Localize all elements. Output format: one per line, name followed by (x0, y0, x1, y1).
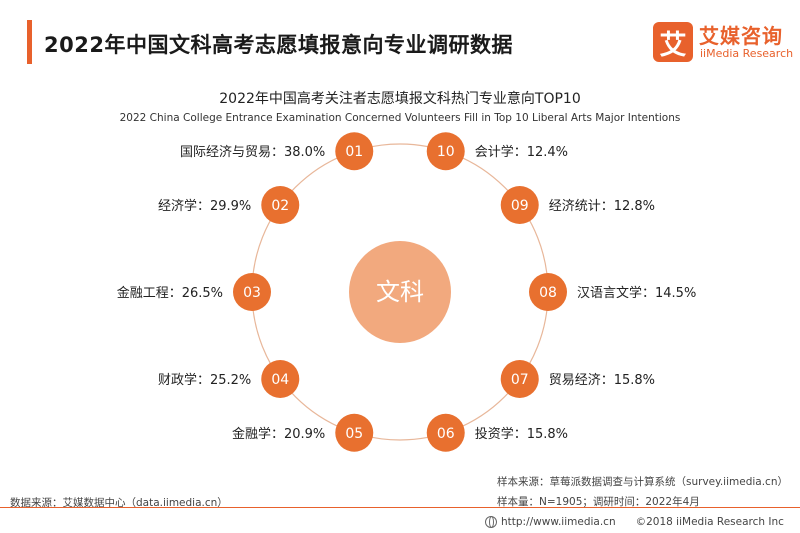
copyright: ©2018 iiMedia Research Inc (635, 516, 784, 528)
rank-number-07: 07 (511, 372, 529, 388)
data-source: 数据来源：艾媒数据中心（data.iimedia.cn） (10, 497, 228, 509)
center-label: 文科 (376, 278, 424, 306)
rank-label-09: 经济统计：12.8% (549, 199, 655, 214)
chart-title: 2022年中国高考关注者志愿填报文科热门专业意向TOP10 (219, 91, 581, 107)
rank-node-03 (233, 273, 271, 311)
rank-number-10: 10 (437, 144, 455, 160)
rank-label-04: 财政学：25.2% (158, 372, 251, 388)
rank-node-01 (335, 132, 374, 171)
rank-number-06: 06 (437, 426, 455, 442)
rank-number-02: 02 (271, 198, 289, 214)
title-accent-bar (27, 20, 32, 64)
sample-size: 样本量：N=1905；调研时间：2022年4月 (497, 496, 700, 508)
rank-node-10 (426, 132, 465, 171)
rank-node-04 (261, 359, 300, 398)
globe-icon (485, 516, 497, 528)
footer-bottom: http://www.iimedia.cn ©2018 iiMedia Rese… (485, 516, 784, 528)
rank-label-02: 经济学：29.9% (158, 198, 251, 214)
website-link[interactable]: http://www.iimedia.cn (501, 516, 616, 528)
sample-source: 样本来源：草莓派数据调查与计算系统（survey.iimedia.cn） (497, 476, 788, 488)
rank-number-05: 05 (345, 426, 363, 442)
rank-label-06: 投资学：15.8% (475, 426, 568, 442)
rank-label-10: 会计学：12.4% (475, 144, 568, 160)
logo-mark: 艾 (653, 22, 693, 62)
rank-number-03: 03 (243, 285, 261, 301)
rank-node-08 (529, 273, 567, 311)
rank-label-08: 汉语言文学：14.5% (577, 285, 696, 301)
rank-node-09 (500, 186, 539, 225)
logo-name-en: iiMedia Research (700, 47, 794, 60)
chart-subtitle: 2022 China College Entrance Examination … (119, 112, 681, 124)
rank-label-07: 贸易经济：15.8% (549, 373, 655, 388)
logo-name-cn: 艾媒咨询 (699, 24, 783, 48)
rank-node-06 (426, 413, 465, 452)
rank-node-02 (261, 186, 300, 225)
rank-label-05: 金融学：20.9% (232, 426, 325, 442)
page-title: 2022年中国文科高考志愿填报意向专业调研数据 (44, 33, 513, 57)
rank-node-05 (335, 413, 374, 452)
center-circle (349, 241, 451, 343)
rank-label-03: 金融工程：26.5% (117, 285, 223, 301)
footer-divider (0, 507, 800, 508)
brand-logo: 艾 艾媒咨询 iiMedia Research (653, 20, 794, 66)
rank-node-07 (500, 359, 539, 398)
rank-number-01: 01 (345, 144, 363, 160)
rank-label-01: 国际经济与贸易：38.0% (180, 145, 325, 160)
rank-number-09: 09 (511, 198, 529, 214)
rank-number-08: 08 (539, 285, 557, 301)
rank-number-04: 04 (271, 372, 289, 388)
